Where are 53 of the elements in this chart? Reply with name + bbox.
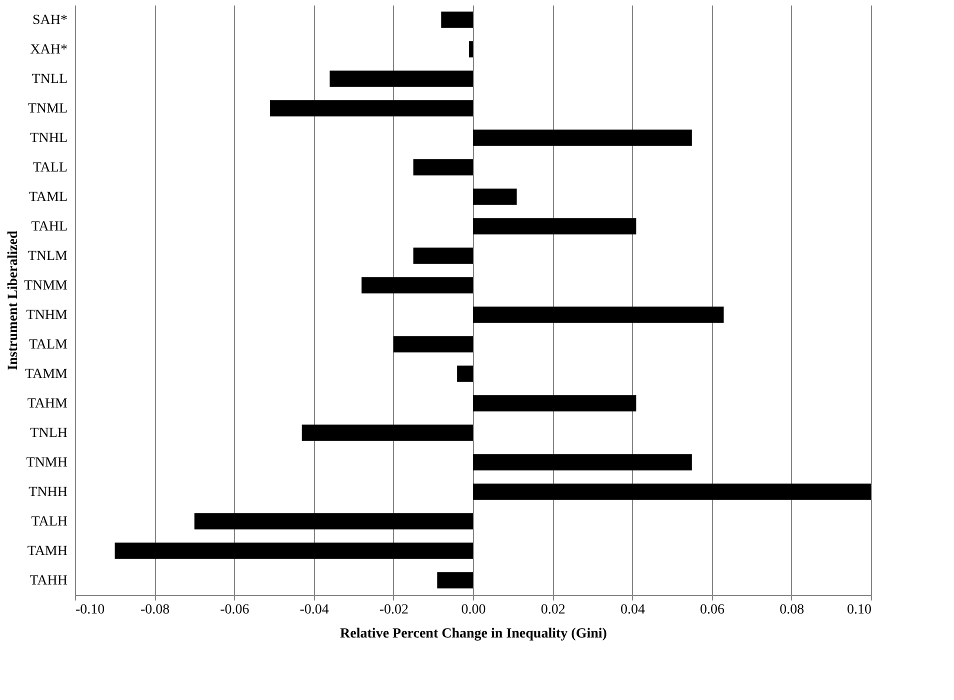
y-tick-label: TNLM bbox=[28, 248, 68, 264]
bar bbox=[473, 454, 692, 470]
bar bbox=[114, 542, 473, 559]
y-tick-label: TALM bbox=[28, 337, 68, 352]
bar bbox=[457, 366, 473, 382]
x-tick-label: 0.08 bbox=[780, 602, 804, 618]
y-tick-label: TAMM bbox=[25, 366, 68, 382]
y-tick-label: TNHL bbox=[30, 130, 68, 146]
y-tick-label: TNMM bbox=[24, 278, 68, 294]
x-tick-label: 0.02 bbox=[540, 602, 566, 618]
x-tick-label: -0.10 bbox=[76, 602, 105, 618]
bar bbox=[473, 395, 636, 412]
y-tick-label: TNHH bbox=[28, 484, 68, 500]
bar bbox=[473, 188, 517, 205]
bar bbox=[393, 336, 473, 352]
bar bbox=[473, 218, 636, 234]
bar bbox=[362, 277, 473, 294]
y-axis-title: Instrument Liberalized bbox=[6, 230, 21, 370]
bar bbox=[413, 159, 473, 176]
y-tick-label: TAHM bbox=[27, 396, 68, 412]
y-tick-label: TNMH bbox=[26, 455, 68, 470]
y-tick-label: TAML bbox=[28, 190, 68, 205]
bar bbox=[270, 100, 473, 116]
bar bbox=[473, 306, 724, 323]
y-tick-label: TAHL bbox=[31, 219, 68, 234]
y-tick-label: SAH* bbox=[32, 12, 68, 28]
bar bbox=[413, 248, 473, 264]
x-tick-label: 0.10 bbox=[847, 602, 872, 618]
bar bbox=[330, 70, 473, 87]
bar bbox=[473, 130, 692, 146]
bar bbox=[473, 484, 871, 500]
x-tick-label: 0.06 bbox=[700, 602, 725, 618]
bar bbox=[441, 12, 473, 28]
y-tick-label: TNLH bbox=[30, 426, 68, 441]
y-tick-label: TALL bbox=[32, 160, 68, 176]
y-tick-label: TNHM bbox=[26, 308, 68, 323]
x-tick-label: -0.02 bbox=[379, 602, 408, 618]
y-tick-label: TALH bbox=[31, 514, 68, 530]
y-tick-label: TAMH bbox=[27, 544, 68, 559]
x-tick-label: 0.00 bbox=[461, 602, 486, 618]
bar bbox=[194, 513, 473, 530]
x-tick-label: 0.04 bbox=[620, 602, 645, 618]
bar bbox=[469, 41, 473, 58]
y-tick-label: TNLL bbox=[32, 72, 68, 87]
x-tick-label: -0.08 bbox=[140, 602, 170, 618]
x-tick-label: -0.04 bbox=[300, 602, 329, 618]
bar bbox=[437, 572, 473, 588]
x-tick-label: -0.06 bbox=[220, 602, 250, 618]
y-tick-label: TAHH bbox=[30, 573, 68, 588]
y-tick-label: XAH* bbox=[30, 42, 68, 58]
x-axis-title: Relative Percent Change in Inequality (Gini) bbox=[340, 626, 608, 642]
y-tick-label: TNML bbox=[28, 101, 68, 116]
bar bbox=[302, 424, 473, 441]
